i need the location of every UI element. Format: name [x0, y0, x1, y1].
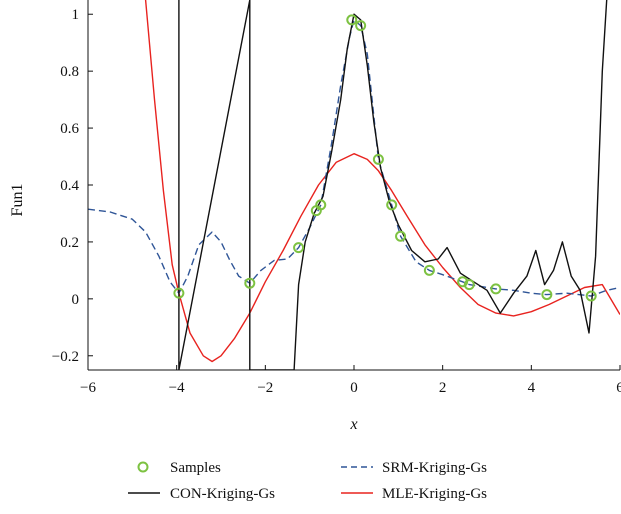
series-layer: [88, 0, 620, 370]
y-tick-label: −0.2: [52, 349, 79, 365]
legend-item-samples: Samples: [137, 460, 221, 476]
legend-label-srm: SRM-Kriging-Gs: [382, 460, 487, 476]
y-tick-label: 0.6: [60, 121, 79, 137]
y-ticks: −0.2 0 0.2 0.4 0.6 0.8 1: [52, 7, 93, 365]
series-line-mle-kriging-gs: [144, 0, 620, 363]
legend-item-srm: SRM-Kriging-Gs: [341, 460, 487, 476]
sample-point: [395, 230, 407, 242]
x-tick-label: −4: [169, 380, 185, 396]
y-tick-label: 0: [72, 292, 80, 308]
sample-point: [585, 290, 597, 302]
y-tick-label: 0.8: [60, 64, 79, 80]
legend: Samples CON-Kriging-Gs SRM-Kriging-Gs ML…: [128, 460, 487, 502]
x-tick-label: 0: [350, 380, 358, 396]
y-tick-label: 0.4: [60, 178, 79, 194]
y-tick-label: 1: [72, 7, 80, 23]
x-tick-label: 2: [439, 380, 447, 396]
sample-point: [463, 279, 475, 291]
sample-point: [490, 283, 502, 295]
y-axis-label: Fun1: [9, 184, 26, 217]
sample-point: [386, 199, 398, 211]
sample-point: [372, 153, 384, 165]
x-tick-label: −6: [80, 380, 96, 396]
sample-point: [541, 289, 553, 301]
legend-item-mle: MLE-Kriging-Gs: [341, 486, 487, 502]
x-axis-label: x: [349, 416, 357, 433]
sample-point: [346, 14, 358, 26]
legend-item-con: CON-Kriging-Gs: [128, 486, 275, 502]
y-tick-label: 0.2: [60, 235, 79, 251]
series-line-srm-kriging-gs: [88, 19, 620, 297]
legend-label-samples: Samples: [170, 460, 221, 476]
sample-point: [173, 287, 185, 299]
sample-point: [293, 242, 305, 254]
x-tick-label: 4: [528, 380, 536, 396]
legend-label-con: CON-Kriging-Gs: [170, 486, 275, 502]
plot-area: [88, 0, 620, 370]
x-ticks: −6 −4 −2 0 2 4 6: [80, 365, 621, 396]
x-tick-label: −2: [257, 380, 273, 396]
sample-point: [315, 199, 327, 211]
sample-point: [355, 20, 367, 32]
legend-label-mle: MLE-Kriging-Gs: [382, 486, 487, 502]
x-tick-label: 6: [616, 380, 621, 396]
series-line-con-kriging-gs: [178, 0, 608, 370]
legend-marker-samples: [137, 461, 149, 473]
sample-point: [244, 277, 256, 289]
sample-point: [457, 276, 469, 288]
sample-point: [423, 264, 435, 276]
series-samples: [173, 14, 597, 302]
